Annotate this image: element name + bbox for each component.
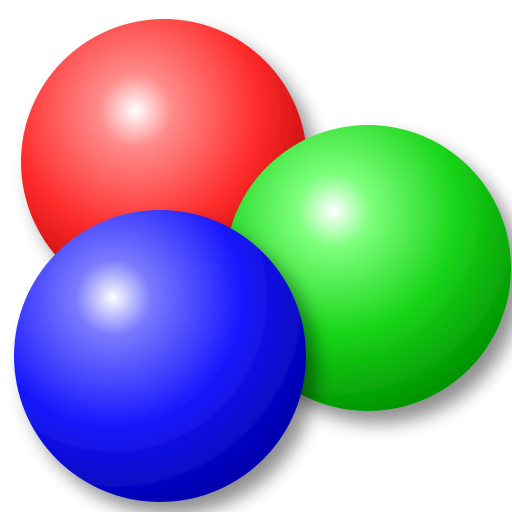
- blue-sphere: [14, 210, 306, 502]
